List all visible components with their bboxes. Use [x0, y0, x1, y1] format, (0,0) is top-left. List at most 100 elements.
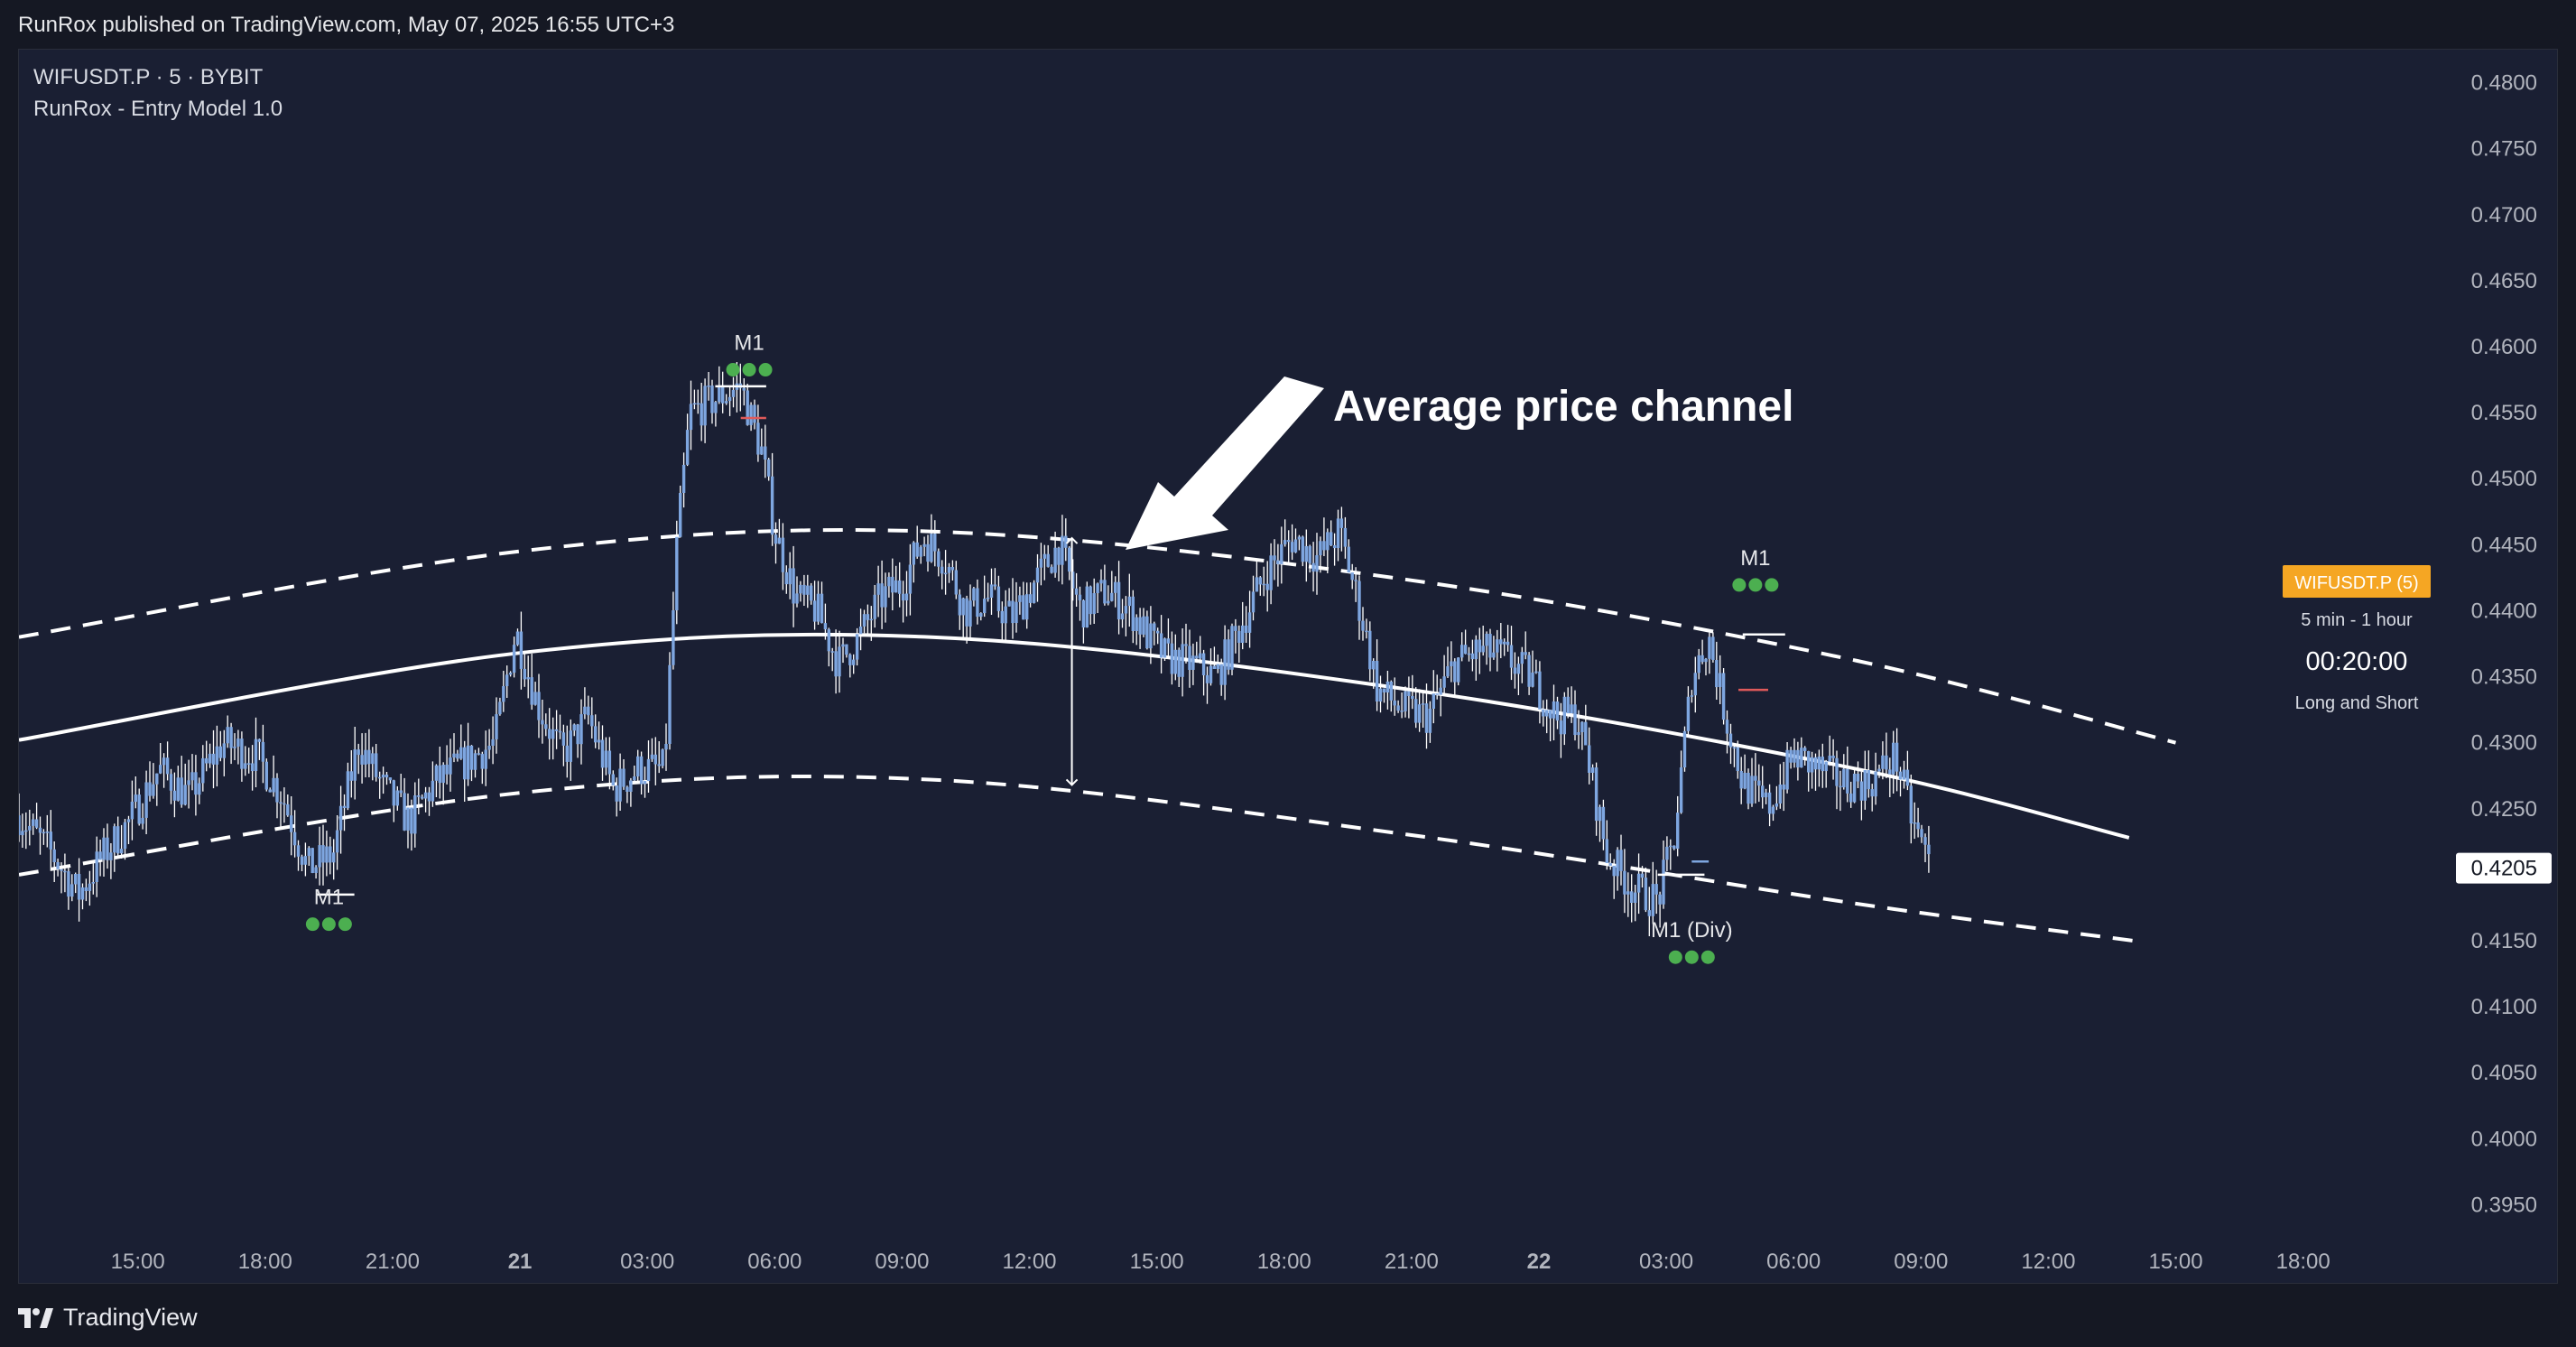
- candle-body: [67, 871, 70, 897]
- candle-body: [1584, 721, 1588, 746]
- candle-body: [226, 727, 229, 744]
- candle-body: [1839, 785, 1842, 788]
- signal-dot-icon: [742, 363, 756, 377]
- symbol-label[interactable]: WIFUSDT.P · 5 · BYBIT: [33, 65, 264, 89]
- candle-body: [943, 572, 948, 575]
- candle-body: [891, 576, 894, 593]
- candle-body: [541, 720, 544, 725]
- candle-body: [381, 775, 385, 778]
- candle-body: [753, 404, 756, 423]
- candle-body: [34, 819, 39, 828]
- candle-body: [427, 792, 431, 802]
- candle-body: [866, 614, 870, 620]
- candle-body: [812, 600, 817, 622]
- candle-body: [986, 598, 990, 599]
- candle-body: [1761, 785, 1765, 798]
- candle-body: [342, 805, 347, 808]
- candle-body: [1588, 745, 1591, 773]
- candle-body: [279, 802, 283, 804]
- price-tick-label: 0.4800: [2471, 71, 2537, 96]
- candle-body: [1590, 767, 1595, 773]
- candle-body: [1096, 583, 1099, 593]
- candle-body: [901, 593, 905, 601]
- candle-body: [119, 849, 124, 854]
- candle-body: [502, 686, 505, 702]
- candle-body: [1453, 661, 1457, 683]
- candle-body: [1301, 536, 1304, 562]
- candle-body: [296, 845, 301, 857]
- price-tick-label: 0.4250: [2471, 797, 2537, 822]
- time-axis[interactable]: 15:00 18:00 21:00 21 03:00 06:00 09:00 12:00 15:…: [111, 1249, 2330, 1274]
- candle-body: [661, 749, 664, 766]
- signal-marker: M1: [1732, 546, 1779, 592]
- candle-body: [727, 396, 732, 402]
- candle-body: [1068, 547, 1071, 572]
- candle-body: [1110, 592, 1114, 601]
- candle-body: [1046, 553, 1050, 567]
- candle-body: [134, 794, 137, 803]
- signal-dot-icon: [305, 917, 320, 932]
- candle-body: [1570, 704, 1573, 714]
- tradingview-logo[interactable]: TradingView: [18, 1304, 198, 1332]
- chart-frame[interactable]: M1 M1 M1 M1 (Div) Average price channel WIF…: [17, 49, 2558, 1284]
- candle-body: [1647, 910, 1651, 916]
- candle-body: [1803, 748, 1807, 751]
- candle-body: [1580, 721, 1584, 732]
- candle-body: [1061, 535, 1064, 565]
- candle-body: [1127, 596, 1131, 607]
- price-chart[interactable]: M1 M1 M1 M1 (Div) Average price channel WIF…: [17, 50, 2557, 1283]
- candle-body: [32, 819, 35, 826]
- candle-body: [1212, 665, 1217, 669]
- candle-body: [1542, 709, 1545, 717]
- candle-body: [1516, 664, 1521, 674]
- publish-text: RunRox published on TradingView.com, May…: [18, 13, 675, 37]
- candle-body: [1050, 566, 1053, 573]
- candle-body: [95, 851, 98, 882]
- time-tick-label: 15:00: [1130, 1249, 1184, 1274]
- candle-body: [1074, 588, 1079, 595]
- candle-body: [633, 776, 636, 781]
- candle-body: [1378, 688, 1383, 701]
- candle-body: [611, 774, 615, 785]
- candle-body: [1640, 873, 1645, 878]
- candle-body: [77, 874, 81, 900]
- indicator-label[interactable]: RunRox - Entry Model 1.0: [33, 97, 283, 121]
- candle-body: [1011, 600, 1015, 624]
- candle-body: [1365, 630, 1368, 633]
- candle-body: [1173, 649, 1177, 674]
- candle-body: [275, 777, 279, 803]
- candle-body: [1750, 776, 1754, 804]
- candle-body: [1874, 771, 1877, 797]
- candle-body: [731, 389, 736, 397]
- candle-body: [912, 542, 915, 565]
- candle-body: [1658, 894, 1662, 905]
- signal-label: M1: [1740, 546, 1770, 571]
- candle-body: [292, 831, 297, 846]
- price-tick-label: 0.3950: [2471, 1193, 2537, 1217]
- candle-body: [1789, 749, 1793, 763]
- average-price-channel: [18, 528, 2176, 943]
- candle-body: [1499, 639, 1503, 645]
- candle-body: [353, 749, 357, 781]
- candle-body: [561, 732, 566, 746]
- candle-body: [950, 567, 955, 571]
- candle-body: [721, 386, 725, 404]
- symbol-badge: [2283, 565, 2431, 598]
- price-axis[interactable]: 0.4800 0.4750 0.4700 0.4650 0.4600 0.4550 0.45…: [2456, 71, 2552, 1218]
- signal-dot-icon: [1668, 950, 1682, 964]
- candle-body: [1114, 581, 1117, 593]
- candle-body: [1297, 536, 1302, 540]
- candle-body: [760, 446, 764, 455]
- candle-body: [1103, 580, 1107, 604]
- candle-body: [1053, 547, 1057, 573]
- candle-body: [1251, 591, 1256, 613]
- signal-label: M1: [734, 331, 764, 356]
- candle-body: [930, 534, 933, 562]
- candle-body: [491, 739, 495, 746]
- candle-body: [1743, 773, 1747, 789]
- price-tick-label: 0.4400: [2471, 599, 2537, 623]
- candle-body: [183, 785, 187, 805]
- candle-body: [1330, 532, 1333, 545]
- signal-dot-icon: [1684, 950, 1699, 964]
- candle-body: [1619, 850, 1623, 871]
